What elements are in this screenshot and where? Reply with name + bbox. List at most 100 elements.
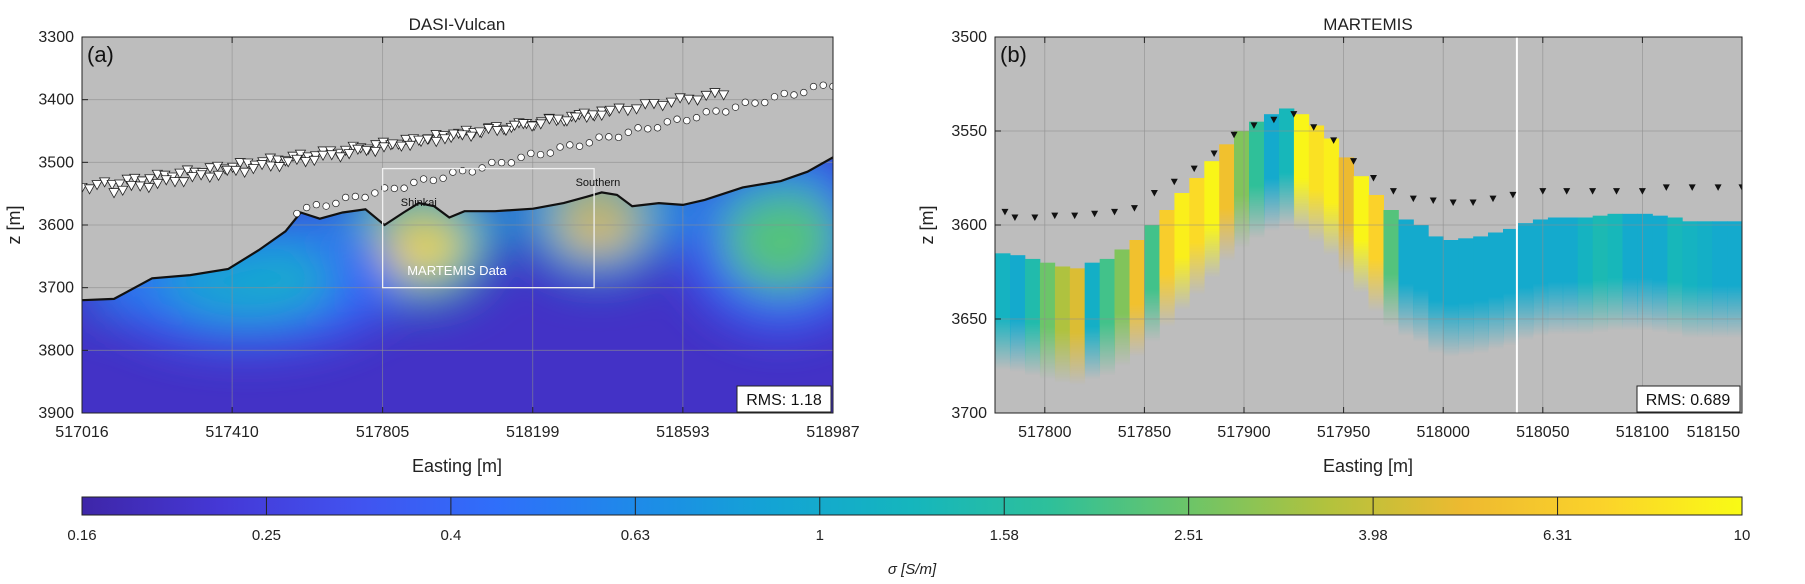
colorbar-bar — [81, 496, 1743, 516]
sensor-triangle-marker — [106, 179, 118, 191]
sensor-triangle-marker — [134, 181, 146, 192]
panel-b-ticks: 517800 517850 517900 517950 518000 518050 5181… — [951, 29, 1743, 441]
x-tick-label: 518987 — [806, 424, 859, 441]
sensor-triangle-marker — [1170, 178, 1178, 186]
x-tick-label: 518100 — [1616, 424, 1669, 441]
sensor-triangle-marker — [413, 135, 425, 146]
sensor-circle-marker — [653, 124, 662, 132]
y-tick-label: 3900 — [38, 405, 74, 422]
panel-b-columns — [995, 108, 1742, 385]
model-column — [1054, 266, 1071, 383]
sensor-triangle-marker — [212, 170, 225, 182]
model-column — [1278, 108, 1295, 225]
model-column — [1024, 258, 1041, 376]
sensor-triangle-marker — [1589, 188, 1597, 195]
model-column — [1204, 161, 1220, 278]
sensor-circle-marker — [692, 114, 701, 122]
panel-b-ylabel: z [m] — [917, 206, 937, 245]
annotation-label: Shinkai — [401, 197, 437, 209]
sensor-circle-marker — [497, 158, 506, 167]
model-column — [1413, 225, 1429, 342]
sensor-triangle-marker — [1389, 188, 1397, 195]
sensor-triangle-marker — [1031, 214, 1039, 221]
model-column — [1099, 258, 1116, 376]
model-column — [1727, 221, 1742, 338]
model-column — [1353, 176, 1370, 293]
sensor-triangle-marker — [657, 101, 669, 112]
sensor-circle-marker — [624, 128, 632, 136]
annotation-label: Southern — [576, 177, 621, 189]
sensor-circle-marker — [595, 133, 603, 141]
colorbar: 0.16 0.25 0.4 0.63 1 1.58 2.51 3.98 6.31 10 σ [S/… — [67, 496, 1750, 578]
model-column — [1577, 217, 1594, 335]
sensor-circle-marker — [702, 108, 710, 116]
x-tick-label: 517016 — [55, 424, 108, 441]
model-column — [1114, 249, 1130, 366]
model-column — [1398, 219, 1414, 336]
sensor-triangle-marker — [1409, 195, 1417, 203]
sensor-circle-marker — [683, 116, 691, 125]
sensor-triangle-marker — [717, 90, 730, 101]
sensor-triangle-marker — [334, 152, 347, 163]
sensor-circle-marker — [449, 168, 457, 176]
sensor-triangle-marker — [117, 185, 129, 197]
model-column — [1383, 210, 1399, 327]
sensor-triangle-marker — [543, 114, 556, 125]
sensor-circle-marker — [605, 133, 613, 141]
sensor-circle-marker — [302, 203, 311, 212]
model-column — [1009, 255, 1026, 372]
sensor-triangle-marker — [317, 150, 329, 162]
sensor-circle-marker — [517, 153, 525, 162]
colorbar-tick-label: 1.58 — [990, 527, 1019, 544]
sensor-circle-marker — [556, 143, 564, 151]
sensor-triangle-marker — [1509, 191, 1517, 199]
sensor-triangle-marker — [709, 88, 721, 99]
sensor-triangle-marker — [272, 155, 284, 166]
panel-a-ticks: 517016 517410 517805 518199 518593 518987 3300… — [38, 29, 859, 441]
model-column — [1592, 215, 1609, 333]
model-column — [1443, 240, 1459, 357]
sensor-triangle-marker — [430, 130, 442, 141]
sensor-triangle-marker — [683, 94, 695, 106]
sensor-triangle-marker — [456, 130, 469, 141]
sensor-triangle-marker — [282, 157, 294, 168]
sensor-circle-marker — [312, 201, 321, 209]
sensor-triangle-marker — [1310, 124, 1318, 131]
panel-b-rms-text: RMS: 0.689 — [1646, 392, 1731, 409]
sensor-triangle-marker — [1150, 190, 1158, 197]
panel-b-rms-box: RMS: 0.689 — [1636, 385, 1741, 413]
sensor-circle-marker — [585, 139, 593, 147]
model-column — [1368, 194, 1384, 312]
sensor-triangle-marker — [1111, 208, 1119, 216]
sensor-triangle-marker — [674, 93, 686, 104]
sensor-circle-marker — [614, 133, 623, 142]
x-tick-label: 518593 — [656, 424, 709, 441]
model-column — [1697, 221, 1713, 338]
sensor-triangle-marker — [256, 160, 268, 171]
sensor-triangle-marker — [1638, 188, 1646, 195]
sensor-triangle-marker — [1130, 205, 1138, 212]
martemis-data-box — [381, 167, 595, 289]
sensor-circle-marker — [527, 149, 535, 158]
sensor-triangle-marker — [204, 172, 216, 183]
sensor-circle-marker — [332, 199, 340, 208]
model-column — [1473, 236, 1489, 353]
sensor-triangle-marker — [500, 125, 512, 137]
sensor-triangle-marker — [143, 183, 155, 194]
sensor-triangle-marker — [1449, 199, 1457, 206]
sensor-triangle-marker — [136, 176, 148, 187]
model-column — [1069, 268, 1086, 385]
sensor-triangle-marker — [665, 97, 678, 108]
sensor-triangle-marker — [1350, 158, 1358, 165]
sensor-circle-marker — [507, 159, 515, 167]
sensor-triangle-marker — [447, 129, 460, 140]
model-column — [995, 253, 1011, 370]
sensor-triangle-marker — [1290, 111, 1298, 118]
x-tick-label: 518150 — [1687, 424, 1740, 441]
sensor-triangle-marker — [596, 110, 608, 121]
sensor-triangle-marker — [604, 105, 617, 117]
sensor-circle-marker — [780, 89, 788, 98]
panel-a-annotations: Shinkai Southern MARTEMIS Data — [401, 177, 620, 278]
sensor-triangle-marker — [125, 180, 138, 192]
y-tick-label: 3600 — [38, 217, 74, 234]
